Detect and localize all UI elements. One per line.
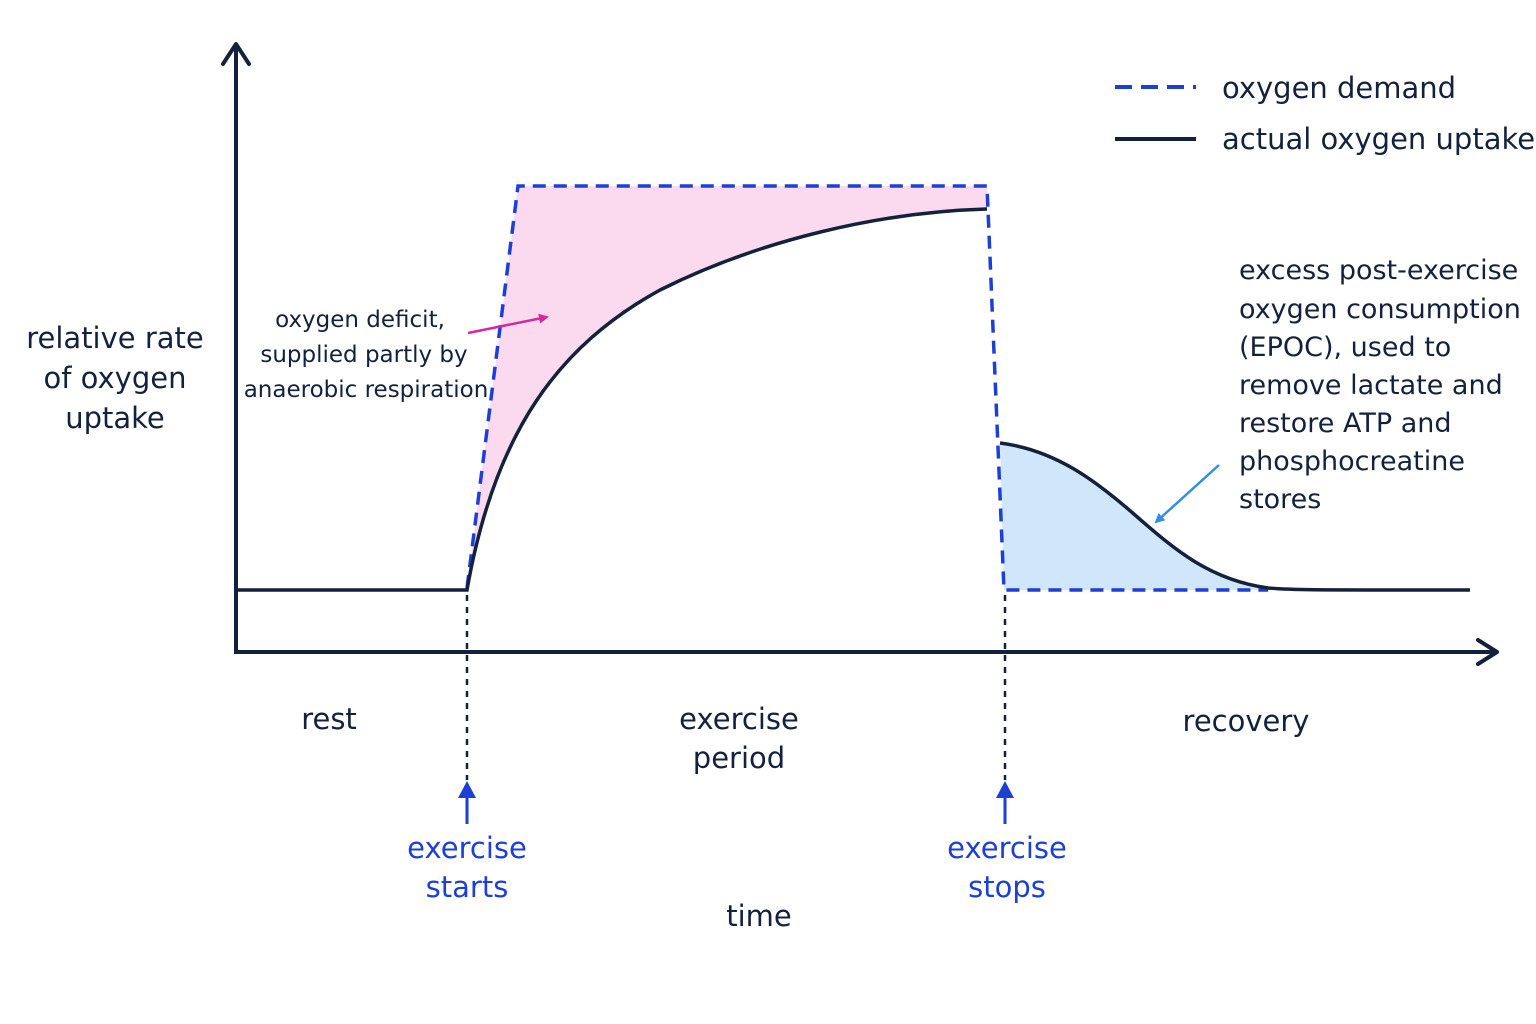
- actual-oxygen-uptake-line: [236, 207, 988, 592]
- epoc-area: [1000, 443, 1268, 590]
- y-axis-label-line-2: of oxygen: [44, 361, 187, 395]
- epoc-line-1: excess post-exercise: [1239, 255, 1518, 286]
- epoc-annotation: excess post-exercise oxygen consumption …: [1239, 255, 1521, 515]
- phase-recovery-label: recovery: [1183, 704, 1310, 738]
- epoc-line-6: phosphocreatine: [1239, 446, 1465, 477]
- y-axis-arrowhead: [221, 42, 251, 66]
- x-axis-label: time: [726, 899, 792, 933]
- legend-uptake-label: actual oxygen uptake: [1222, 122, 1535, 156]
- epoc-line-2: oxygen consumption: [1239, 294, 1521, 325]
- legend-demand-label: oxygen demand: [1222, 71, 1456, 105]
- epoc-line-3: (EPOC), used to: [1239, 332, 1451, 363]
- epoc-pointer-arrow: [1154, 464, 1220, 524]
- exercise-stops-line-2: stops: [968, 870, 1046, 904]
- exercise-stop-arrowhead: [996, 781, 1014, 798]
- phase-rest-label: rest: [301, 702, 357, 736]
- x-axis-arrowhead: [1476, 638, 1499, 666]
- oxygen-deficit-area: [467, 186, 987, 590]
- y-axis-label: relative rate of oxygen uptake: [26, 321, 204, 435]
- deficit-line-3: anaerobic respiration: [244, 377, 489, 403]
- epoc-line-7: stores: [1239, 484, 1321, 515]
- phase-exercise-line-1: exercise: [679, 702, 799, 736]
- exercise-start-arrowhead: [458, 781, 476, 798]
- y-axis-label-line-3: uptake: [65, 401, 165, 435]
- deficit-line-2: supplied partly by: [260, 342, 467, 368]
- legend: oxygen demand actual oxygen uptake: [1115, 71, 1535, 156]
- oxygen-deficit-annotation: oxygen deficit, supplied partly by anaer…: [244, 307, 489, 403]
- deficit-line-1: oxygen deficit,: [275, 307, 445, 333]
- exercise-starts-line-1: exercise: [407, 831, 527, 865]
- epoc-line-4: remove lactate and: [1239, 370, 1503, 401]
- exercise-starts-line-2: starts: [426, 870, 509, 904]
- epoc-line-5: restore ATP and: [1239, 408, 1452, 439]
- deficit-pointer-arrow: [467, 313, 549, 335]
- y-axis-label-line-1: relative rate: [26, 321, 204, 355]
- exercise-stops-line-1: exercise: [947, 831, 1067, 865]
- phase-exercise-line-2: period: [693, 741, 785, 775]
- recovery-uptake-line: [999, 441, 1471, 592]
- oxygen-demand-line: [465, 184, 1268, 592]
